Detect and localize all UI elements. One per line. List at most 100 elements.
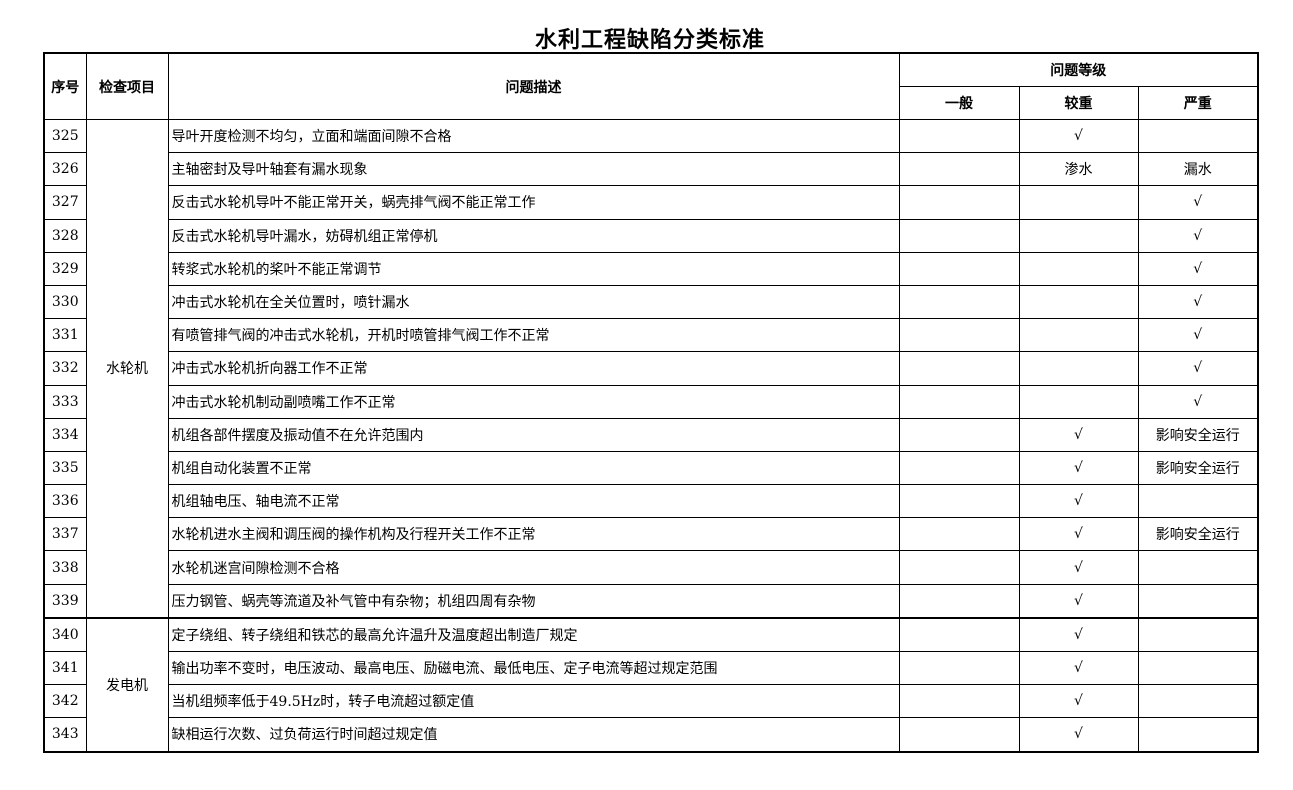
- table-row: 329 转浆式水轮机的桨叶不能正常调节 √: [43, 251, 1259, 286]
- level-major-cell: [1018, 384, 1139, 419]
- seq-cell: 341: [43, 650, 87, 686]
- level-major-cell: [1018, 284, 1139, 320]
- defect-table: 序号 检查项目 问题描述 问题等级 一般 较重 严重 325 水轮机 导叶开度检测不…: [43, 52, 1260, 753]
- level-severe-cell: √: [1137, 284, 1259, 320]
- description-cell: 机组轴电压、轴电流不正常: [167, 484, 900, 519]
- seq-cell: 335: [43, 450, 87, 486]
- seq-cell: 332: [43, 351, 87, 386]
- level-severe-cell: [1137, 717, 1259, 753]
- description-cell: 机组自动化装置不正常: [167, 450, 900, 486]
- seq-cell: 325: [43, 118, 87, 154]
- table-row: 328 反击式水轮机导叶漏水，妨碍机组正常停机 √: [43, 218, 1259, 253]
- table-row: 335 机组自动化装置不正常 √ 影响安全运行: [43, 450, 1259, 486]
- level-general-cell: [898, 318, 1020, 353]
- level-severe-cell: 影响安全运行: [1137, 417, 1259, 452]
- category-cell: 发电机: [85, 616, 169, 753]
- table-row: 343 缺相运行次数、过负荷运行时间超过规定值 √: [43, 717, 1259, 753]
- description-cell: 冲击式水轮机折向器工作不正常: [167, 351, 900, 386]
- seq-cell: 336: [43, 484, 87, 519]
- table-row: 332 冲击式水轮机折向器工作不正常 √: [43, 351, 1259, 386]
- level-severe-cell: [1137, 650, 1259, 686]
- level-general-cell: [898, 650, 1020, 686]
- description-cell: 水轮机进水主阀和调压阀的操作机构及行程开关工作不正常: [167, 517, 900, 552]
- seq-cell: 342: [43, 684, 87, 719]
- level-major-cell: √: [1018, 550, 1139, 585]
- level-general-cell: [898, 517, 1020, 552]
- level-general-cell: [898, 684, 1020, 719]
- header-level: 问题等级: [898, 52, 1259, 87]
- table-body: 325 水轮机 导叶开度检测不均匀，立面和端面间隙不合格 √ 326 主轴密封及导叶轴套有…: [43, 118, 1259, 753]
- level-severe-cell: √: [1137, 251, 1259, 286]
- description-cell: 主轴密封及导叶轴套有漏水现象: [167, 152, 900, 187]
- level-general-cell: [898, 152, 1020, 187]
- description-cell: 当机组频率低于49.5Hz时，转子电流超过额定值: [167, 684, 900, 719]
- table-row: 338 水轮机迷宫间隙检测不合格 √: [43, 550, 1259, 585]
- description-cell: 冲击式水轮机在全关位置时，喷针漏水: [167, 284, 900, 320]
- seq-cell: 326: [43, 152, 87, 187]
- level-major-cell: [1018, 318, 1139, 353]
- level-general-cell: [898, 616, 1020, 652]
- header-severe: 严重: [1137, 86, 1259, 120]
- category-cell: 水轮机: [85, 118, 169, 619]
- level-major-cell: √: [1018, 450, 1139, 486]
- level-major-cell: [1018, 218, 1139, 253]
- level-major-cell: √: [1018, 118, 1139, 154]
- description-cell: 输出功率不变时，电压波动、最高电压、励磁电流、最低电压、定子电流等超过规定范围: [167, 650, 900, 686]
- table-row: 341 输出功率不变时，电压波动、最高电压、励磁电流、最低电压、定子电流等超过规定…: [43, 650, 1259, 686]
- table-row: 327 反击式水轮机导叶不能正常开关，蜗壳排气阀不能正常工作 √: [43, 185, 1259, 220]
- description-cell: 反击式水轮机导叶不能正常开关，蜗壳排气阀不能正常工作: [167, 185, 900, 220]
- table-row: 336 机组轴电压、轴电流不正常 √: [43, 484, 1259, 519]
- seq-cell: 327: [43, 185, 87, 220]
- table-row: 325 水轮机 导叶开度检测不均匀，立面和端面间隙不合格 √: [43, 118, 1259, 619]
- level-general-cell: [898, 583, 1020, 619]
- level-major-cell: [1018, 251, 1139, 286]
- level-general-cell: [898, 450, 1020, 486]
- level-major-cell: √: [1018, 717, 1139, 753]
- level-major-cell: √: [1018, 484, 1139, 519]
- level-general-cell: [898, 417, 1020, 452]
- level-major-cell: [1018, 185, 1139, 220]
- seq-cell: 334: [43, 417, 87, 452]
- description-cell: 压力钢管、蜗壳等流道及补气管中有杂物；机组四周有杂物: [167, 583, 900, 619]
- table-row: 331 有喷管排气阀的冲击式水轮机，开机时喷管排气阀工作不正常 √: [43, 318, 1259, 353]
- seq-cell: 328: [43, 218, 87, 253]
- table-row: 330 冲击式水轮机在全关位置时，喷针漏水 √: [43, 284, 1259, 320]
- level-severe-cell: 影响安全运行: [1137, 450, 1259, 486]
- level-major-cell: √: [1018, 616, 1139, 652]
- level-severe-cell: [1137, 583, 1259, 619]
- level-severe-cell: [1137, 550, 1259, 585]
- seq-cell: 340: [43, 616, 87, 652]
- level-severe-cell: √: [1137, 218, 1259, 253]
- level-severe-cell: √: [1137, 185, 1259, 220]
- level-general-cell: [898, 185, 1020, 220]
- level-major-cell: 渗水: [1018, 152, 1139, 187]
- level-major-cell: √: [1018, 583, 1139, 619]
- seq-cell: 339: [43, 583, 87, 619]
- level-general-cell: [898, 550, 1020, 585]
- header-major: 较重: [1018, 86, 1139, 120]
- table-row: 334 机组各部件摆度及振动值不在允许范围内 √ 影响安全运行: [43, 417, 1259, 452]
- level-major-cell: √: [1018, 517, 1139, 552]
- seq-cell: 330: [43, 284, 87, 320]
- level-major-cell: √: [1018, 650, 1139, 686]
- table-row: 326 主轴密封及导叶轴套有漏水现象 渗水 漏水: [43, 152, 1259, 187]
- level-severe-cell: 漏水: [1137, 152, 1259, 187]
- header-item: 检查项目: [85, 52, 169, 120]
- description-cell: 反击式水轮机导叶漏水，妨碍机组正常停机: [167, 218, 900, 253]
- level-severe-cell: √: [1137, 351, 1259, 386]
- page-title: 水利工程缺陷分类标准: [534, 28, 765, 53]
- table-row: 340 发电机 定子绕组、转子绕组和铁芯的最高允许温升及温度超出制造厂规定 √: [43, 616, 1259, 753]
- description-cell: 有喷管排气阀的冲击式水轮机，开机时喷管排气阀工作不正常: [167, 318, 900, 353]
- level-severe-cell: √: [1137, 318, 1259, 353]
- level-major-cell: [1018, 351, 1139, 386]
- header-desc: 问题描述: [167, 52, 900, 120]
- description-cell: 定子绕组、转子绕组和铁芯的最高允许温升及温度超出制造厂规定: [167, 616, 900, 652]
- description-cell: 转浆式水轮机的桨叶不能正常调节: [167, 251, 900, 286]
- level-severe-cell: [1137, 684, 1259, 719]
- seq-cell: 338: [43, 550, 87, 585]
- description-cell: 缺相运行次数、过负荷运行时间超过规定值: [167, 717, 900, 753]
- table-row: 342 当机组频率低于49.5Hz时，转子电流超过额定值 √: [43, 684, 1259, 719]
- level-general-cell: [898, 251, 1020, 286]
- table-row: 339 压力钢管、蜗壳等流道及补气管中有杂物；机组四周有杂物 √: [43, 583, 1259, 619]
- description-cell: 冲击式水轮机制动副喷嘴工作不正常: [167, 384, 900, 419]
